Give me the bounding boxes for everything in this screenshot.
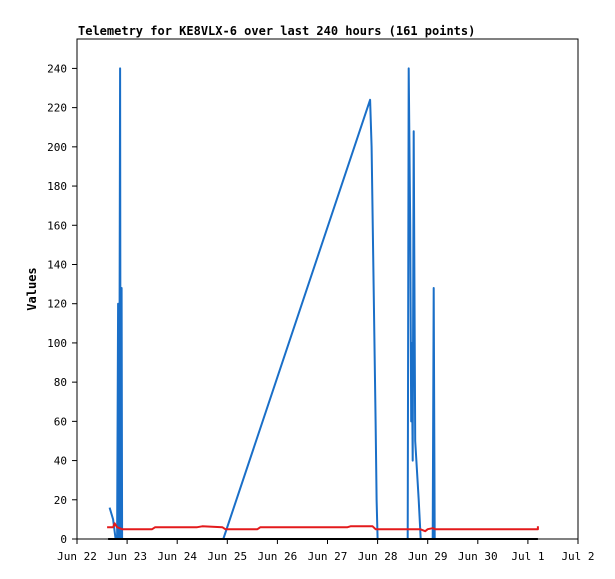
x-tick-label: Jun 24	[157, 550, 197, 563]
y-tick-label: 80	[54, 376, 67, 389]
x-tick-label: Jul 1	[511, 550, 544, 563]
x-tick-label: Jun 22	[57, 550, 97, 563]
x-axis: Jun 22 Jun 23 Jun 24 Jun 25 Jun 26 Jun 27 Jun …	[57, 539, 595, 563]
x-tick-label: Jun 28	[358, 550, 398, 563]
y-axis-label: Values	[25, 267, 39, 310]
y-tick-label: 160	[47, 219, 67, 232]
y-tick-label: 220	[47, 102, 67, 115]
plot-frame	[76, 38, 579, 540]
y-tick-label: 120	[47, 298, 67, 311]
y-axis: 0 20 40 60 80 100 120 140 160 180 200 220 240	[47, 62, 77, 546]
y-tick-label: 240	[47, 62, 67, 75]
y-tick-label: 0	[60, 533, 67, 546]
series-line-1	[108, 67, 436, 540]
y-tick-label: 20	[54, 494, 67, 507]
y-tick-label: 100	[47, 337, 67, 350]
y-tick-label: 140	[47, 258, 67, 271]
x-tick-label: Jun 23	[107, 550, 147, 563]
y-tick-label: 60	[54, 415, 67, 428]
x-tick-label: Jun 27	[308, 550, 348, 563]
x-tick-label: Jun 30	[458, 550, 498, 563]
chart-title: Telemetry for KE8VLX-6 over last 240 hou…	[78, 24, 475, 38]
y-tick-label: 40	[54, 455, 67, 468]
x-tick-label: Jun 29	[408, 550, 448, 563]
x-tick-label: Jun 25	[207, 550, 247, 563]
y-tick-label: 180	[47, 180, 67, 193]
series-line-2	[107, 522, 539, 533]
x-tick-label: Jul 2	[561, 550, 594, 563]
x-tick-label: Jun 26	[258, 550, 298, 563]
series-layer	[107, 67, 539, 540]
y-tick-label: 200	[47, 141, 67, 154]
